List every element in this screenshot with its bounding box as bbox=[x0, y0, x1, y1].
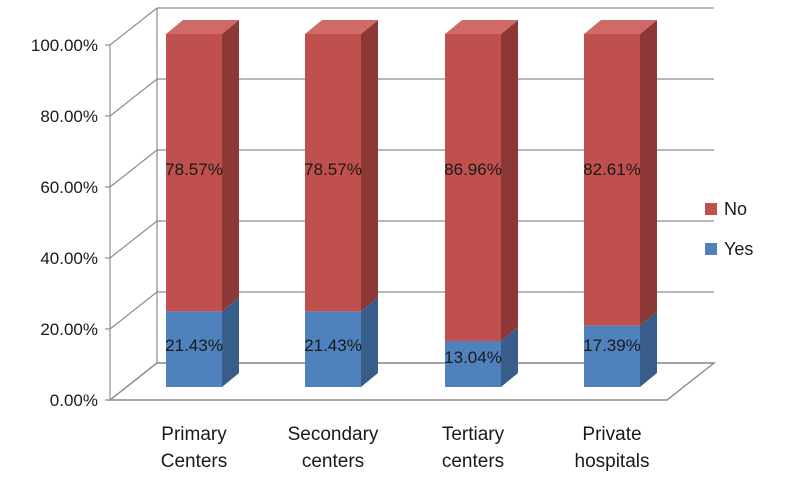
bar-side-no bbox=[222, 20, 239, 312]
y-tick-label: 0.00% bbox=[50, 391, 98, 410]
bar-no bbox=[584, 34, 640, 326]
data-label: 78.57% bbox=[165, 160, 223, 179]
x-axis: Primary Centers Secondary centers Tertiary ce… bbox=[161, 424, 650, 472]
data-label: 82.61% bbox=[583, 160, 641, 179]
bar-yes bbox=[305, 311, 361, 387]
bar-yes bbox=[445, 340, 501, 387]
x-tick-label: Primary Centers bbox=[161, 424, 228, 472]
bars bbox=[166, 20, 657, 387]
bar-side-no bbox=[640, 20, 657, 326]
bar-top bbox=[584, 20, 657, 34]
legend-label-yes: Yes bbox=[724, 239, 753, 259]
data-label: 21.43% bbox=[304, 336, 362, 355]
bar-side-yes bbox=[361, 297, 378, 387]
floor bbox=[107, 362, 717, 401]
gridline-side bbox=[109, 291, 158, 330]
bar-side-yes bbox=[222, 297, 239, 387]
bar-yes bbox=[166, 311, 222, 387]
bar-side-yes bbox=[501, 326, 518, 387]
bar-top bbox=[166, 20, 239, 34]
y-tick-label: 100.00% bbox=[31, 36, 98, 55]
y-tick-label: 40.00% bbox=[40, 249, 98, 268]
data-label: 86.96% bbox=[444, 160, 502, 179]
gridline-side bbox=[109, 7, 158, 46]
bar-side-no bbox=[361, 20, 378, 312]
y-tick-label: 20.00% bbox=[40, 320, 98, 339]
x-tick-label: Private hospitals bbox=[575, 424, 650, 472]
x-tick-label: Tertiary centers bbox=[442, 424, 505, 472]
y-axis: 0.00% 20.00% 40.00% 60.00% 80.00% 100.00% bbox=[31, 36, 98, 410]
gridline-side bbox=[109, 220, 158, 259]
bar-yes bbox=[584, 325, 640, 387]
bar-no bbox=[305, 34, 361, 312]
bar-side-yes bbox=[640, 311, 657, 387]
legend: No Yes bbox=[705, 199, 753, 259]
bar-top bbox=[305, 20, 378, 34]
gridlines bbox=[105, 7, 717, 401]
data-label: 78.57% bbox=[304, 160, 362, 179]
legend-swatch-no bbox=[705, 203, 717, 215]
data-labels: 21.43% 78.57% 21.43% 78.57% 13.04% 86.96% 17.3… bbox=[165, 160, 641, 367]
x-tick-label: Secondary centers bbox=[288, 424, 379, 472]
bar-side-no bbox=[501, 20, 518, 341]
legend-swatch-yes bbox=[705, 243, 717, 255]
bar-no bbox=[445, 34, 501, 341]
gridline-side bbox=[109, 78, 158, 117]
legend-label-no: No bbox=[724, 199, 747, 219]
data-label: 17.39% bbox=[583, 336, 641, 355]
bar-top bbox=[445, 20, 518, 34]
data-label: 13.04% bbox=[444, 348, 502, 367]
y-tick-label: 60.00% bbox=[40, 178, 98, 197]
data-label: 21.43% bbox=[165, 336, 223, 355]
y-tick-label: 80.00% bbox=[40, 107, 98, 126]
gridline-side bbox=[109, 149, 158, 188]
bar-no bbox=[166, 34, 222, 312]
